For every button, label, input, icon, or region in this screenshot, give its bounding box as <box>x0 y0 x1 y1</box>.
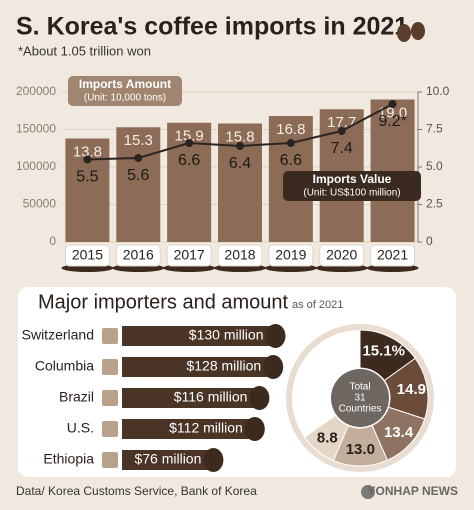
flag <box>102 390 118 406</box>
bar <box>122 450 210 470</box>
category-label: Columbia <box>35 358 94 374</box>
bar-value-label: $112 million <box>169 420 243 436</box>
bar-value-label: 13.8 <box>73 143 102 160</box>
line-point <box>337 127 346 135</box>
y2-tick-label: 0 <box>426 234 433 248</box>
line-value-label: 6.4 <box>229 155 251 172</box>
line-value-label: 6.6 <box>280 152 302 169</box>
line-point <box>236 142 244 150</box>
line-point <box>185 139 194 147</box>
source: Data/ Korea Customs Service, Bank of Kor… <box>16 484 257 498</box>
line-value-label: 5.6 <box>127 167 149 184</box>
panel-title: Major importers and amount <box>38 291 289 313</box>
bar-value-label: $130 million <box>189 327 264 343</box>
y-tick-label: 0 <box>49 234 56 248</box>
x-tick-label: 2017 <box>174 247 205 263</box>
bean-icon <box>411 22 425 40</box>
bean <box>244 417 265 441</box>
pie-center-label: 31 <box>354 393 366 404</box>
bar <box>122 388 256 408</box>
x-tick-label: 2016 <box>123 247 154 263</box>
pie-value-label: 13.4 <box>384 424 414 441</box>
pie-slice <box>332 424 389 467</box>
pie-value-label: 8.8 <box>317 429 338 446</box>
x-tick-label: 2015 <box>72 247 103 263</box>
legend-label: Imports Amount <box>79 77 171 91</box>
bar <box>122 419 251 439</box>
logo <box>361 485 375 499</box>
flag <box>102 421 118 437</box>
flag <box>102 328 118 344</box>
y2-tick-label: 2.5 <box>426 197 443 211</box>
bean <box>265 324 286 348</box>
legend-box <box>283 171 421 201</box>
cup <box>115 244 161 267</box>
bar <box>116 127 161 242</box>
cup <box>268 244 314 267</box>
bar-value-label: $116 million <box>174 389 248 405</box>
line-point <box>286 139 295 147</box>
cup <box>64 244 110 267</box>
bean <box>203 448 224 472</box>
line-point <box>388 100 397 108</box>
pie-value-label: 15.1% <box>362 343 405 360</box>
flag <box>102 359 118 375</box>
y2-tick-label: 10.0 <box>426 84 450 98</box>
bar-value-label: 15.9 <box>175 128 204 145</box>
pie-slice <box>303 414 349 462</box>
subtitle: *About 1.05 trillion won <box>18 43 151 58</box>
cup <box>217 244 263 267</box>
category-label: Brazil <box>59 389 94 405</box>
y-tick-label: 50000 <box>23 197 57 211</box>
title: S. Korea's coffee imports in 2021 <box>16 13 408 41</box>
legend-box <box>68 76 182 106</box>
legend-unit: (Unit: 10,000 tons) <box>84 93 166 104</box>
x-tick-label: 2021 <box>377 247 408 263</box>
y-tick-label: 150000 <box>16 122 56 136</box>
pie-value-label: 13.0 <box>346 441 375 458</box>
y-tick-label: 100000 <box>16 159 56 173</box>
line-value-label: 9.2* <box>378 113 406 130</box>
x-tick-label: 2020 <box>326 247 357 263</box>
bar <box>370 99 415 242</box>
pie-center-label: Total <box>349 382 370 393</box>
y2-tick-label: 7.5 <box>426 122 443 136</box>
y2-tick-label: 5.0 <box>426 159 443 173</box>
bar-value-label: 15.3 <box>124 132 153 149</box>
x-tick-label: 2018 <box>224 247 255 263</box>
pie-value-label: 14.9 <box>397 381 426 398</box>
cup <box>166 244 212 267</box>
legend-unit: (Unit: US$100 million) <box>303 188 400 199</box>
flag <box>102 452 118 468</box>
credit: YONHAP NEWS <box>368 484 458 498</box>
cup <box>370 244 416 267</box>
bar <box>122 326 272 346</box>
category-label: U.S. <box>67 420 94 436</box>
cup <box>319 244 365 267</box>
line-value-label: 6.6 <box>178 152 200 169</box>
line-point <box>134 154 143 162</box>
panel-subtitle: as of 2021 <box>292 299 343 311</box>
legend-label: Imports Value <box>313 172 392 186</box>
y-tick-label: 200000 <box>16 84 56 98</box>
x-tick-label: 2019 <box>275 247 306 263</box>
line-value-label: 7.4 <box>331 140 353 157</box>
pie-center <box>331 369 389 427</box>
bar <box>122 357 270 377</box>
bar-value-label: $128 million <box>186 358 261 374</box>
category-label: Switzerland <box>22 327 94 343</box>
pie-center-label: Countries <box>339 404 382 415</box>
line-value-label: 5.5 <box>76 169 98 186</box>
pie-slice <box>383 357 429 420</box>
pie-slice <box>371 406 426 461</box>
category-label: Ethiopia <box>43 451 94 467</box>
bar-value-label: 15.8 <box>225 128 254 145</box>
bean-icon <box>397 24 411 42</box>
bean <box>249 386 270 410</box>
bar-value-label: 16.8 <box>276 121 305 138</box>
bean <box>263 355 284 379</box>
line-point <box>83 155 92 164</box>
bar-value-label: $76 million <box>134 451 201 467</box>
